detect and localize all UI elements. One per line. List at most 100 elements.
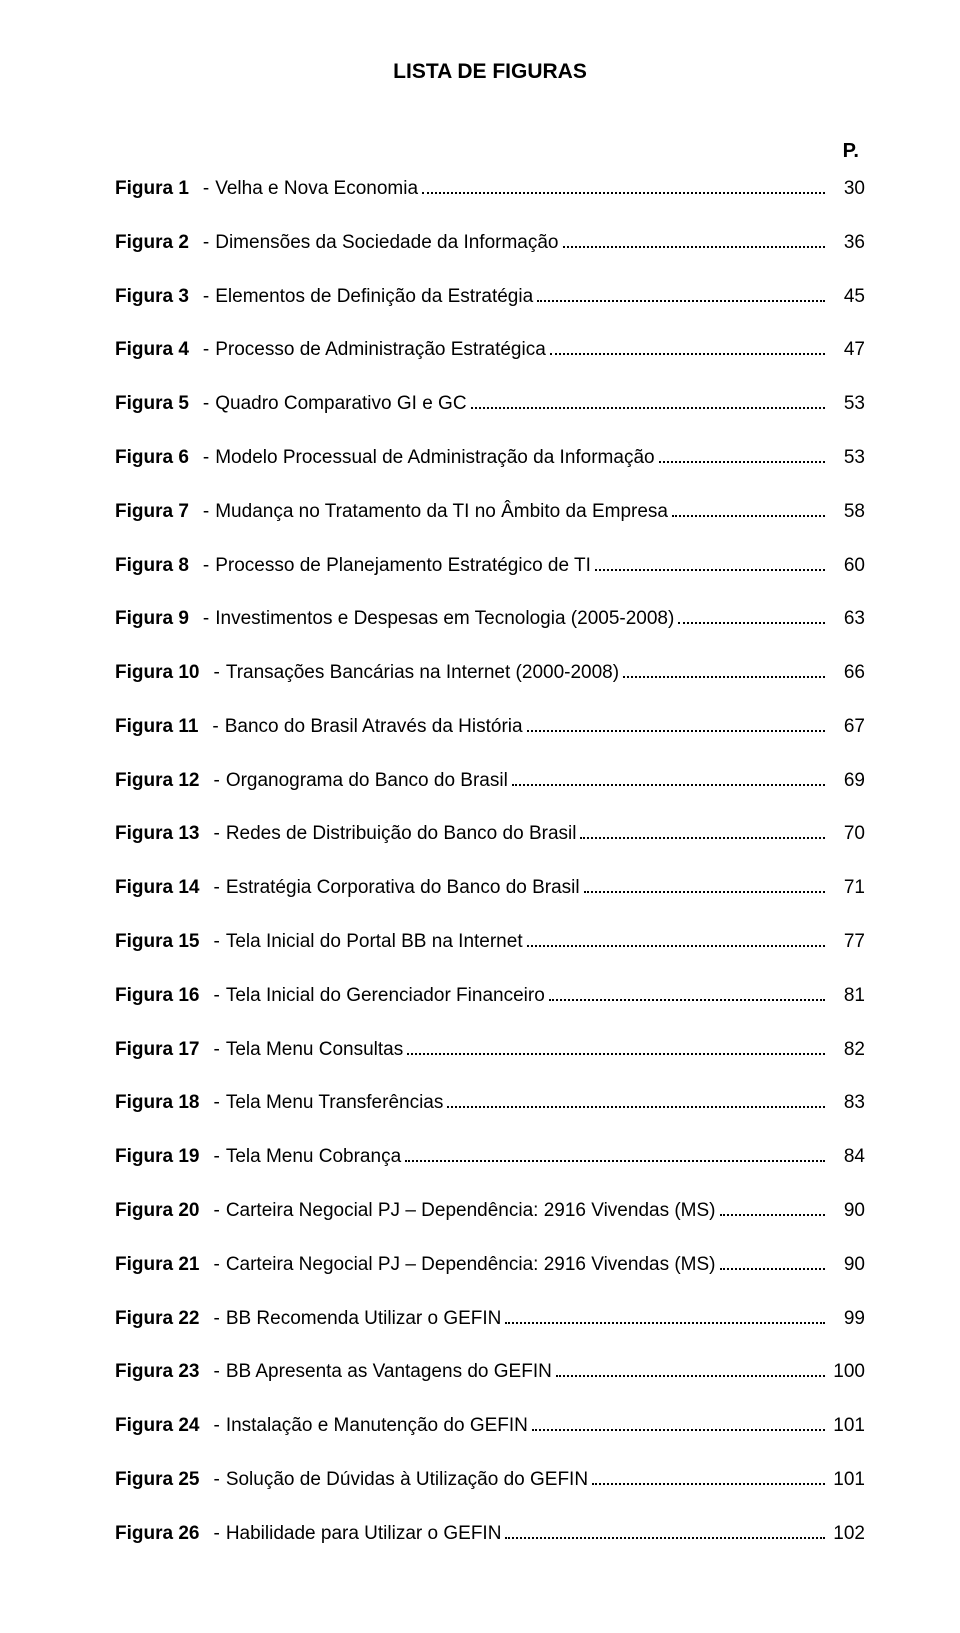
figure-description: Instalação e Manutenção do GEFIN bbox=[226, 1414, 528, 1439]
dash-separator: - bbox=[199, 1468, 225, 1493]
figure-label: Figura 24 bbox=[115, 1414, 199, 1439]
page-number: 77 bbox=[829, 930, 865, 955]
dot-leader bbox=[580, 820, 825, 839]
dot-leader bbox=[505, 1520, 825, 1539]
page-number: 100 bbox=[829, 1360, 865, 1385]
list-item: Figura 22-BB Recomenda Utilizar o GEFIN9… bbox=[115, 1304, 865, 1331]
figure-description: Elementos de Definição da Estratégia bbox=[215, 285, 533, 310]
page-number: 53 bbox=[829, 392, 865, 417]
list-item: Figura 18-Tela Menu Transferências83 bbox=[115, 1089, 865, 1116]
figure-label: Figura 10 bbox=[115, 661, 199, 686]
page-number: 70 bbox=[829, 822, 865, 847]
dot-leader bbox=[550, 336, 825, 355]
figure-description: Carteira Negocial PJ – Dependência: 2916… bbox=[226, 1199, 716, 1224]
figure-label: Figura 25 bbox=[115, 1468, 199, 1493]
list-item: Figura 20-Carteira Negocial PJ – Dependê… bbox=[115, 1197, 865, 1224]
list-item: Figura 5-Quadro Comparativo GI e GC53 bbox=[115, 390, 865, 417]
dot-leader bbox=[527, 713, 825, 732]
dash-separator: - bbox=[199, 1199, 225, 1224]
figure-description: Tela Menu Cobrança bbox=[226, 1145, 401, 1170]
page-number: 101 bbox=[829, 1468, 865, 1493]
list-item: Figura 17-Tela Menu Consultas82 bbox=[115, 1036, 865, 1063]
dash-separator: - bbox=[199, 984, 225, 1009]
dash-separator: - bbox=[189, 338, 215, 363]
dot-leader bbox=[527, 928, 825, 947]
page-number: 45 bbox=[829, 285, 865, 310]
page-number: 53 bbox=[829, 446, 865, 471]
figure-description: Processo de Administração Estratégica bbox=[215, 338, 546, 363]
dash-separator: - bbox=[189, 177, 215, 202]
dash-separator: - bbox=[189, 392, 215, 417]
list-item: Figura 10-Transações Bancárias na Intern… bbox=[115, 659, 865, 686]
figure-label: Figura 4 bbox=[115, 338, 189, 363]
dot-leader bbox=[471, 390, 825, 409]
dot-leader bbox=[563, 229, 826, 248]
figure-description: Carteira Negocial PJ – Dependência: 2916… bbox=[226, 1253, 716, 1278]
list-item: Figura 11-Banco do Brasil Através da His… bbox=[115, 713, 865, 740]
dash-separator: - bbox=[199, 1360, 225, 1385]
figure-label: Figura 1 bbox=[115, 177, 189, 202]
dot-leader bbox=[720, 1251, 825, 1270]
figure-description: Modelo Processual de Administração da In… bbox=[215, 446, 654, 471]
dot-leader bbox=[405, 1143, 825, 1162]
page-title: LISTA DE FIGURAS bbox=[115, 60, 865, 84]
figure-label: Figura 6 bbox=[115, 446, 189, 471]
figure-description: Investimentos e Despesas em Tecnologia (… bbox=[215, 607, 674, 632]
dot-leader bbox=[623, 659, 825, 678]
figure-label: Figura 9 bbox=[115, 607, 189, 632]
figure-description: Processo de Planejamento Estratégico de … bbox=[215, 554, 591, 579]
dot-leader bbox=[659, 444, 825, 463]
figure-description: Tela Menu Consultas bbox=[226, 1038, 403, 1063]
dash-separator: - bbox=[198, 715, 224, 740]
dash-separator: - bbox=[189, 554, 215, 579]
dash-separator: - bbox=[199, 1522, 225, 1547]
dot-leader bbox=[512, 767, 825, 786]
dash-separator: - bbox=[189, 285, 215, 310]
dash-separator: - bbox=[199, 1307, 225, 1332]
figure-description: Habilidade para Utilizar o GEFIN bbox=[226, 1522, 502, 1547]
figure-description: Dimensões da Sociedade da Informação bbox=[215, 231, 558, 256]
figure-label: Figura 3 bbox=[115, 285, 189, 310]
page-number: 58 bbox=[829, 500, 865, 525]
dot-leader bbox=[678, 605, 825, 624]
dash-separator: - bbox=[189, 500, 215, 525]
figure-label: Figura 13 bbox=[115, 822, 199, 847]
figure-label: Figura 8 bbox=[115, 554, 189, 579]
list-item: Figura 19-Tela Menu Cobrança84 bbox=[115, 1143, 865, 1170]
list-item: Figura 21-Carteira Negocial PJ – Dependê… bbox=[115, 1251, 865, 1278]
list-item: Figura 23-BB Apresenta as Vantagens do G… bbox=[115, 1358, 865, 1385]
figure-label: Figura 12 bbox=[115, 769, 199, 794]
figure-description: Transações Bancárias na Internet (2000-2… bbox=[226, 661, 619, 686]
list-item: Figura 2-Dimensões da Sociedade da Infor… bbox=[115, 229, 865, 256]
figure-label: Figura 17 bbox=[115, 1038, 199, 1063]
figure-description: BB Recomenda Utilizar o GEFIN bbox=[226, 1307, 502, 1332]
figure-description: Quadro Comparativo GI e GC bbox=[215, 392, 466, 417]
figure-label: Figura 22 bbox=[115, 1307, 199, 1332]
figure-label: Figura 21 bbox=[115, 1253, 199, 1278]
dash-separator: - bbox=[199, 1145, 225, 1170]
dash-separator: - bbox=[189, 607, 215, 632]
dash-separator: - bbox=[199, 930, 225, 955]
page-number: 69 bbox=[829, 769, 865, 794]
list-item: Figura 4-Processo de Administração Estra… bbox=[115, 336, 865, 363]
figure-label: Figura 19 bbox=[115, 1145, 199, 1170]
page-number: 90 bbox=[829, 1199, 865, 1224]
figure-label: Figura 7 bbox=[115, 500, 189, 525]
figure-description: Tela Inicial do Gerenciador Financeiro bbox=[226, 984, 545, 1009]
figure-description: Tela Inicial do Portal BB na Internet bbox=[226, 930, 523, 955]
figure-description: Estratégia Corporativa do Banco do Brasi… bbox=[226, 876, 580, 901]
list-item: Figura 9-Investimentos e Despesas em Tec… bbox=[115, 605, 865, 632]
dot-leader bbox=[584, 874, 825, 893]
page-number: 47 bbox=[829, 338, 865, 363]
figure-description: Solução de Dúvidas à Utilização do GEFIN bbox=[226, 1468, 588, 1493]
figure-description: Tela Menu Transferências bbox=[226, 1091, 444, 1116]
page-number: 83 bbox=[829, 1091, 865, 1116]
figure-label: Figura 20 bbox=[115, 1199, 199, 1224]
page-number: 101 bbox=[829, 1414, 865, 1439]
list-item: Figura 12-Organograma do Banco do Brasil… bbox=[115, 767, 865, 794]
figure-description: Banco do Brasil Através da História bbox=[225, 715, 523, 740]
list-item: Figura 1-Velha e Nova Economia30 bbox=[115, 175, 865, 202]
dash-separator: - bbox=[199, 822, 225, 847]
page-number: 90 bbox=[829, 1253, 865, 1278]
figure-description: Organograma do Banco do Brasil bbox=[226, 769, 508, 794]
